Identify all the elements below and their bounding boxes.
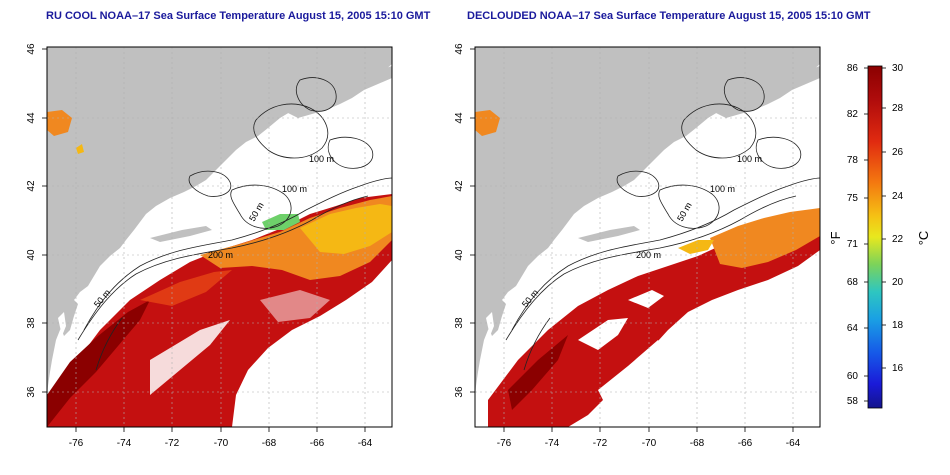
c-tick-label: 28 <box>892 103 904 114</box>
x-tick-label: -66 <box>310 438 325 449</box>
contour-label: 200 m <box>208 250 233 260</box>
x-tick-label: -72 <box>593 438 608 449</box>
cloud-gap <box>260 290 330 322</box>
right-map-panel: 200 m 100 m 100 m 50 m 50 m -76 -74 -72 … <box>454 43 821 449</box>
contour-label: 100 m <box>309 154 334 164</box>
y-tick-label: 36 <box>26 386 37 398</box>
contour-label: 100 m <box>282 184 307 194</box>
c-tick-label: 26 <box>892 147 904 158</box>
declouded-gap <box>628 290 664 308</box>
contour-label: 200 m <box>636 250 661 260</box>
f-tick-label: 58 <box>847 396 859 407</box>
cloud-gap <box>150 320 230 395</box>
y-tick-label: 46 <box>454 43 465 55</box>
x-tick-label: -70 <box>214 438 229 449</box>
left-grid <box>47 47 392 427</box>
c-tick-label: 18 <box>892 320 904 331</box>
y-tick-label: 42 <box>26 180 37 192</box>
x-tick-label: -68 <box>690 438 705 449</box>
f-tick-label: 64 <box>847 323 859 334</box>
y-tick-label: 40 <box>26 249 37 261</box>
x-tick-label: -76 <box>497 438 512 449</box>
c-tick-label: 20 <box>892 277 904 288</box>
sst-yellow-patch <box>678 240 714 254</box>
f-tick-label: 78 <box>847 155 859 166</box>
f-tick-label: 82 <box>847 109 859 120</box>
sst-small-patch <box>76 144 84 154</box>
right-map-title: DECLOUDED NOAA–17 Sea Surface Temperatur… <box>467 10 871 22</box>
f-tick-label: 75 <box>847 193 859 204</box>
sst-dark-red-band <box>508 335 568 410</box>
y-tick-label: 38 <box>454 317 465 329</box>
f-tick-label: 86 <box>847 63 859 74</box>
y-tick-label: 46 <box>26 43 37 55</box>
fahrenheit-label: °F <box>828 231 843 244</box>
sst-yellow-patch <box>300 204 392 254</box>
declouded-gap <box>578 318 628 350</box>
y-tick-label: 38 <box>26 317 37 329</box>
x-tick-label: -74 <box>117 438 132 449</box>
x-tick-label: -74 <box>545 438 560 449</box>
y-tick-label: 44 <box>26 112 37 124</box>
c-tick-label: 24 <box>892 191 904 202</box>
y-tick-label: 42 <box>454 180 465 192</box>
c-tick-label: 22 <box>892 234 904 245</box>
contour-label: 100 m <box>737 154 762 164</box>
sst-orange-band <box>710 208 820 268</box>
x-tick-label: -70 <box>642 438 657 449</box>
x-tick-label: -64 <box>358 438 373 449</box>
sst-red-patch <box>140 270 232 306</box>
sst-green-patch <box>262 214 300 230</box>
x-tick-label: -68 <box>262 438 277 449</box>
contour-label: 100 m <box>710 184 735 194</box>
right-map-frame <box>474 46 821 428</box>
open-ocean-gap <box>250 330 392 427</box>
y-tick-label: 36 <box>454 386 465 398</box>
f-tick-label: 71 <box>847 239 859 250</box>
right-grid <box>475 47 820 427</box>
x-tick-label: -72 <box>165 438 180 449</box>
x-tick-label: -66 <box>738 438 753 449</box>
c-tick-label: 16 <box>892 363 904 374</box>
sst-nova-scotia-patch <box>475 110 500 136</box>
x-tick-label: -64 <box>786 438 801 449</box>
left-map-title: RU COOL NOAA–17 Sea Surface Temperature … <box>46 10 431 22</box>
y-tick-label: 40 <box>454 249 465 261</box>
declouded-gap <box>598 340 668 410</box>
c-tick-label: 30 <box>892 63 904 74</box>
left-map-frame <box>46 46 393 428</box>
left-map-panel: 200 m 100 m 100 m 50 m 50 m -76 -74 -72 … <box>26 43 393 449</box>
x-tick-label: -76 <box>69 438 84 449</box>
declouded-gap <box>538 268 628 300</box>
celsius-label: °C <box>916 231 931 246</box>
sst-nova-scotia-patch <box>47 110 72 136</box>
colorbar: 86 82 78 75 71 68 64 60 58 30 28 26 24 2… <box>828 63 931 409</box>
f-tick-label: 68 <box>847 277 859 288</box>
y-tick-label: 44 <box>454 112 465 124</box>
colorbar-gradient <box>867 65 883 409</box>
f-tick-label: 60 <box>847 371 859 382</box>
